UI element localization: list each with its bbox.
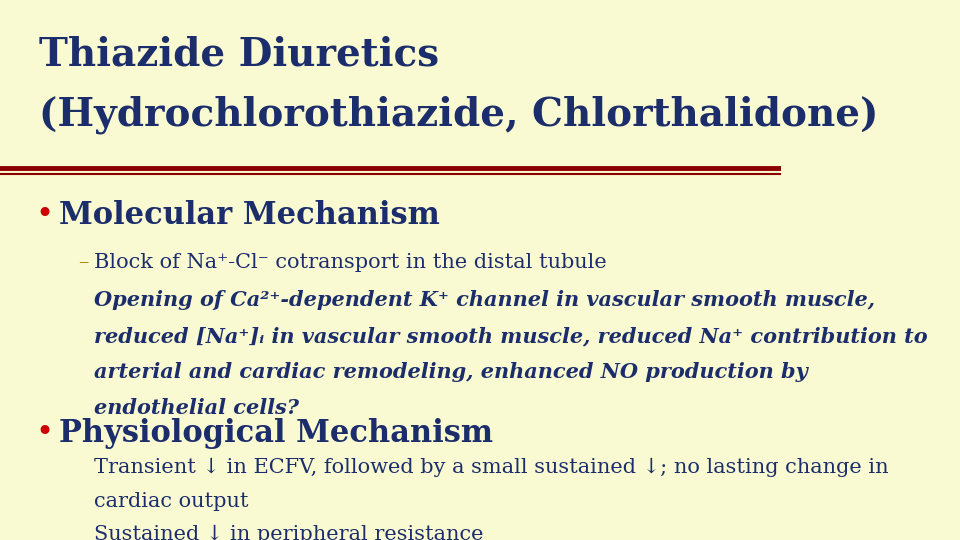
- Text: •: •: [36, 200, 53, 229]
- Text: Transient ↓ in ECFV, followed by a small sustained ↓; no lasting change in: Transient ↓ in ECFV, followed by a small…: [94, 457, 888, 477]
- Text: Molecular Mechanism: Molecular Mechanism: [59, 200, 440, 231]
- Text: Block of Na⁺-Cl⁻ cotransport in the distal tubule: Block of Na⁺-Cl⁻ cotransport in the dist…: [94, 253, 607, 272]
- Text: Opening of Ca²⁺-dependent K⁺ channel in vascular smooth muscle,: Opening of Ca²⁺-dependent K⁺ channel in …: [94, 290, 875, 310]
- Text: reduced [Na⁺]ᵢ in vascular smooth muscle, reduced Na⁺ contribution to: reduced [Na⁺]ᵢ in vascular smooth muscle…: [94, 326, 927, 346]
- Text: •: •: [36, 417, 53, 447]
- Text: –: –: [78, 253, 88, 272]
- Text: arterial and cardiac remodeling, enhanced NO production by: arterial and cardiac remodeling, enhance…: [94, 362, 807, 382]
- Text: Thiazide Diuretics: Thiazide Diuretics: [39, 35, 439, 73]
- Text: (Hydrochlorothiazide, Chlorthalidone): (Hydrochlorothiazide, Chlorthalidone): [39, 95, 878, 133]
- Text: cardiac output: cardiac output: [94, 491, 249, 510]
- Text: Sustained ↓ in peripheral resistance: Sustained ↓ in peripheral resistance: [94, 525, 483, 540]
- Text: Physiological Mechanism: Physiological Mechanism: [59, 417, 492, 449]
- Text: endothelial cells?: endothelial cells?: [94, 398, 299, 418]
- Text: Sustained ↓ in peripheral resistance: Sustained ↓ in peripheral resistance: [94, 525, 483, 540]
